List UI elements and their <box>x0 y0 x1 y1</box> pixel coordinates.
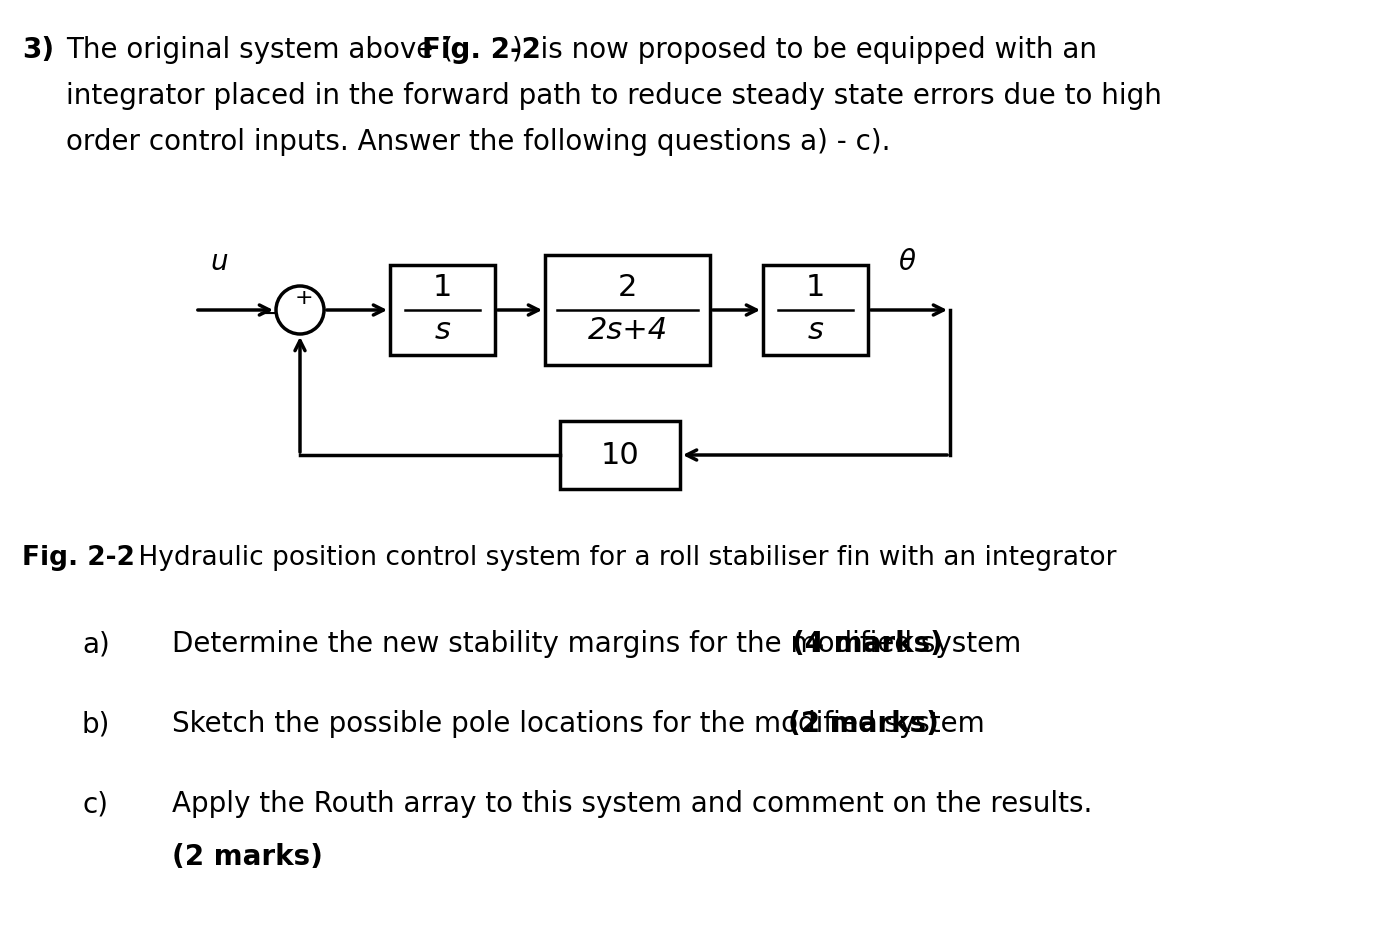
Bar <box>389 265 495 355</box>
Text: 1: 1 <box>433 273 453 302</box>
Text: +: + <box>294 288 314 308</box>
Bar <box>764 265 868 355</box>
Text: 10: 10 <box>601 440 640 469</box>
Text: a): a) <box>83 630 110 658</box>
Text: Apply the Routh array to this system and comment on the results.: Apply the Routh array to this system and… <box>172 790 1093 818</box>
Text: Fig. 2-2: Fig. 2-2 <box>422 36 541 64</box>
Text: order control inputs. Answer the following questions a) - c).: order control inputs. Answer the followi… <box>66 128 890 156</box>
Text: (4 marks): (4 marks) <box>793 630 943 658</box>
Text: s: s <box>808 316 823 345</box>
Text: Determine the new stability margins for the modified system: Determine the new stability margins for … <box>172 630 1031 658</box>
Bar <box>545 255 710 365</box>
Text: 1: 1 <box>806 273 826 302</box>
Text: 3): 3) <box>22 36 54 64</box>
Text: (2 marks): (2 marks) <box>788 710 938 738</box>
Text: θ: θ <box>899 248 915 276</box>
Text: s: s <box>435 316 450 345</box>
Text: 2s+4: 2s+4 <box>588 316 667 345</box>
Text: Hydraulic position control system for a roll stabiliser fin with an integrator: Hydraulic position control system for a … <box>129 545 1116 571</box>
Text: The original system above (: The original system above ( <box>66 36 453 64</box>
Text: b): b) <box>83 710 110 738</box>
Text: −: − <box>257 302 278 326</box>
Text: Sketch the possible pole locations for the modified system: Sketch the possible pole locations for t… <box>172 710 1011 738</box>
Text: c): c) <box>83 790 107 818</box>
Text: Fig. 2-2: Fig. 2-2 <box>22 545 135 571</box>
Text: 2: 2 <box>618 273 637 302</box>
Bar <box>560 421 680 489</box>
Text: u: u <box>211 248 227 276</box>
Text: integrator placed in the forward path to reduce steady state errors due to high: integrator placed in the forward path to… <box>66 82 1161 110</box>
Text: )  is now proposed to be equipped with an: ) is now proposed to be equipped with an <box>512 36 1097 64</box>
Text: (2 marks): (2 marks) <box>172 843 323 871</box>
